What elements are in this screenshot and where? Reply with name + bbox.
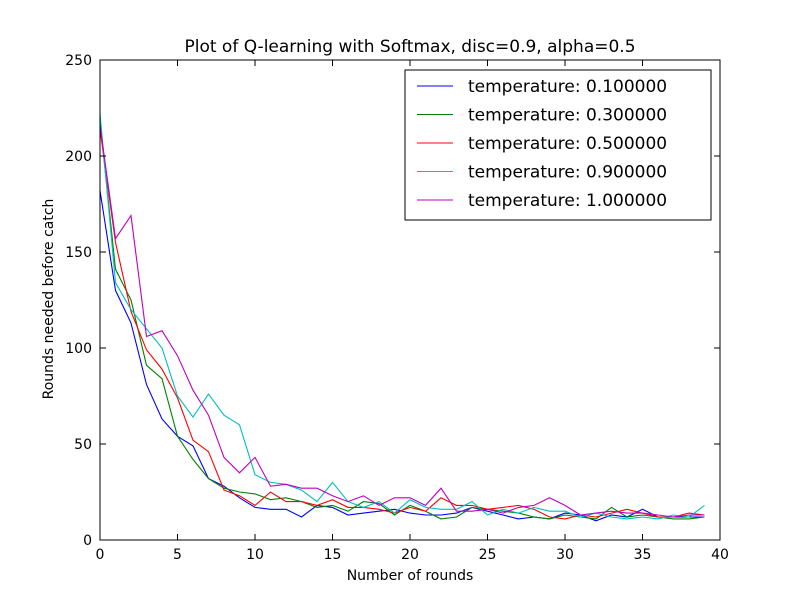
legend-label: temperature: 0.900000 <box>468 163 667 183</box>
legend-label: temperature: 0.500000 <box>468 134 667 154</box>
y-tick-label: 50 <box>74 437 92 453</box>
y-tick-label: 150 <box>65 245 92 261</box>
series-line-4 <box>99 113 705 520</box>
legend-label: temperature: 0.100000 <box>468 77 667 97</box>
x-axis-title: Number of rounds <box>347 568 474 584</box>
x-tick-label: 40 <box>711 547 729 563</box>
legend: temperature: 0.100000 temperature: 0.3000… <box>404 69 712 221</box>
x-tick-label: 20 <box>401 547 419 563</box>
series-line-5 <box>99 125 705 518</box>
x-tick-label: 25 <box>479 547 497 563</box>
x-tick-label: 5 <box>173 547 182 563</box>
y-tick-label: 250 <box>65 53 92 69</box>
y-tick-label: 200 <box>65 149 92 165</box>
x-tick-label: 15 <box>324 547 342 563</box>
x-tick-label: 0 <box>96 547 105 563</box>
x-tick-label: 30 <box>556 547 574 563</box>
chart-title: Plot of Q-learning with Softmax, disc=0.… <box>184 37 635 57</box>
series-layer <box>99 113 705 522</box>
legend-frame <box>404 69 712 221</box>
y-axis-title: Rounds needed before catch <box>41 199 57 400</box>
x-tick-label: 35 <box>634 547 652 563</box>
y-tick-label: 100 <box>65 341 92 357</box>
legend-label: temperature: 1.000000 <box>468 191 667 211</box>
plot-frame <box>99 59 721 541</box>
legend-label: temperature: 0.300000 <box>468 106 667 126</box>
x-tick-label: 10 <box>246 547 264 563</box>
series-line-1 <box>99 190 705 522</box>
y-tick-label: 0 <box>83 533 92 549</box>
ticks-layer: 0 5 10 15 20 25 30 35 40 0 50 100 150 200 250 <box>65 53 729 563</box>
